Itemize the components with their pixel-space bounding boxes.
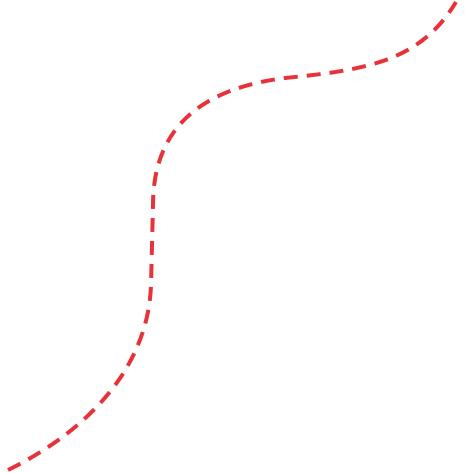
dashed-curve <box>7 0 458 472</box>
